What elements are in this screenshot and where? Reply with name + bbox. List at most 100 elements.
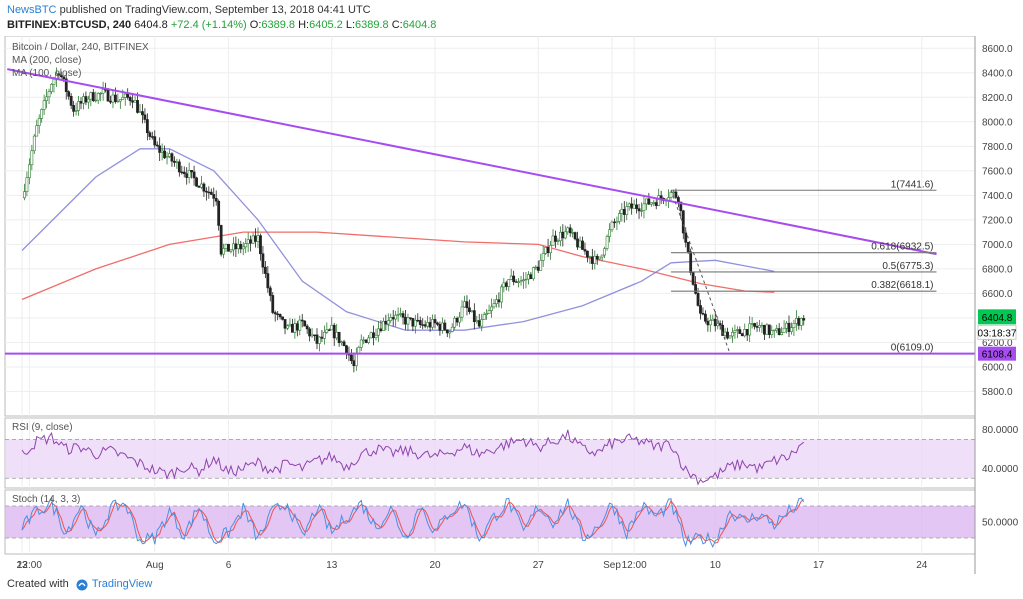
candle-body[interactable] (175, 161, 179, 163)
candle-body[interactable] (62, 76, 66, 80)
candle-body[interactable] (295, 323, 299, 331)
candle-body[interactable] (772, 329, 776, 332)
candle-body[interactable] (615, 221, 619, 223)
candle-body[interactable] (541, 253, 545, 261)
candle-body[interactable] (785, 322, 788, 329)
candle-body[interactable] (391, 317, 395, 320)
candle-body[interactable] (394, 314, 398, 320)
candle-body[interactable] (522, 279, 525, 282)
candle-body[interactable] (782, 327, 786, 333)
candle-body[interactable] (386, 320, 390, 325)
candle-body[interactable] (573, 232, 577, 240)
descending-trendline[interactable] (7, 68, 937, 256)
candle-body[interactable] (536, 266, 540, 271)
candle-body[interactable] (568, 227, 572, 234)
candle-body[interactable] (640, 210, 643, 212)
candle-body[interactable] (556, 240, 560, 242)
candle-body[interactable] (519, 280, 523, 283)
candle-body[interactable] (64, 78, 68, 92)
candle-body[interactable] (25, 177, 29, 192)
candle-body[interactable] (263, 266, 267, 274)
candle-body[interactable] (143, 114, 147, 120)
candle-body[interactable] (69, 96, 73, 106)
candle-body[interactable] (477, 320, 481, 327)
candle-body[interactable] (760, 324, 764, 327)
candle-body[interactable] (236, 244, 240, 250)
candle-body[interactable] (763, 324, 766, 335)
candle-body[interactable] (436, 322, 439, 325)
candle-body[interactable] (318, 336, 321, 344)
candle-body[interactable] (421, 324, 425, 326)
candle-body[interactable] (150, 136, 154, 138)
candle-body[interactable] (691, 272, 695, 285)
candle-body[interactable] (217, 200, 221, 226)
candle-body[interactable] (676, 197, 680, 203)
candle-body[interactable] (91, 92, 95, 102)
candle-body[interactable] (647, 198, 651, 205)
candle-body[interactable] (160, 150, 164, 153)
candle-body[interactable] (273, 312, 277, 315)
candle-body[interactable] (246, 239, 250, 244)
candle-body[interactable] (472, 310, 476, 322)
candle-body[interactable] (165, 156, 169, 159)
candle-body[interactable] (704, 313, 707, 322)
candle-body[interactable] (313, 334, 316, 336)
candle-body[interactable] (192, 171, 196, 179)
candle-body[interactable] (460, 306, 464, 318)
candle-body[interactable] (465, 301, 469, 309)
candle-body[interactable] (765, 324, 769, 335)
candle-body[interactable] (293, 323, 297, 333)
candle-body[interactable] (418, 320, 422, 325)
candle-body[interactable] (224, 243, 228, 249)
candle-body[interactable] (433, 319, 437, 324)
candle-body[interactable] (517, 281, 520, 283)
symbol-name[interactable]: BITFINEX:BTCUSD, 240 (7, 19, 132, 31)
ma-200-line[interactable] (21, 231, 775, 301)
candle-body[interactable] (89, 92, 93, 100)
candle-body[interactable] (133, 100, 137, 103)
candle-body[interactable] (721, 324, 725, 336)
candle-body[interactable] (627, 203, 631, 207)
candle-body[interactable] (495, 299, 498, 304)
candle-body[interactable] (214, 198, 218, 202)
candle-body[interactable] (32, 135, 36, 152)
candle-body[interactable] (288, 323, 292, 327)
candle-body[interactable] (340, 341, 343, 344)
candle-body[interactable] (170, 153, 174, 162)
candle-body[interactable] (534, 266, 538, 269)
tradingview-brand[interactable]: TradingView (91, 578, 153, 590)
rsi-pane[interactable]: 40.0000 80.0000 RSI (9, close) (4, 417, 1019, 489)
candle-body[interactable] (241, 246, 245, 250)
candle-body[interactable] (605, 236, 609, 249)
candle-body[interactable] (487, 310, 491, 314)
candle-body[interactable] (708, 320, 712, 326)
candle-body[interactable] (45, 96, 48, 101)
candle-body[interactable] (180, 171, 184, 174)
candle-body[interactable] (57, 73, 61, 76)
candle-body[interactable] (369, 332, 373, 339)
candle-body[interactable] (74, 110, 78, 112)
candle-body[interactable] (381, 320, 385, 331)
candle-body[interactable] (681, 210, 685, 234)
candle-body[interactable] (453, 317, 457, 328)
candle-body[interactable] (600, 254, 604, 258)
candle-body[interactable] (411, 318, 415, 327)
candle-body[interactable] (101, 89, 105, 94)
candle-body[interactable] (266, 273, 270, 289)
candle-body[interactable] (750, 323, 754, 325)
candle-body[interactable] (445, 329, 449, 334)
candle-body[interactable] (563, 231, 567, 239)
candle-body[interactable] (652, 202, 656, 204)
candle-body[interactable] (271, 295, 275, 313)
candle-body[interactable] (438, 324, 442, 331)
candle-body[interactable] (37, 118, 41, 126)
candle-body[interactable] (234, 243, 238, 250)
candle-body[interactable] (72, 105, 76, 112)
candle-body[interactable] (794, 318, 798, 324)
candle-body[interactable] (458, 316, 461, 323)
candle-body[interactable] (94, 99, 98, 102)
candle-body[interactable] (654, 202, 658, 206)
ma-100-line[interactable] (21, 148, 775, 331)
candle-body[interactable] (551, 235, 555, 246)
